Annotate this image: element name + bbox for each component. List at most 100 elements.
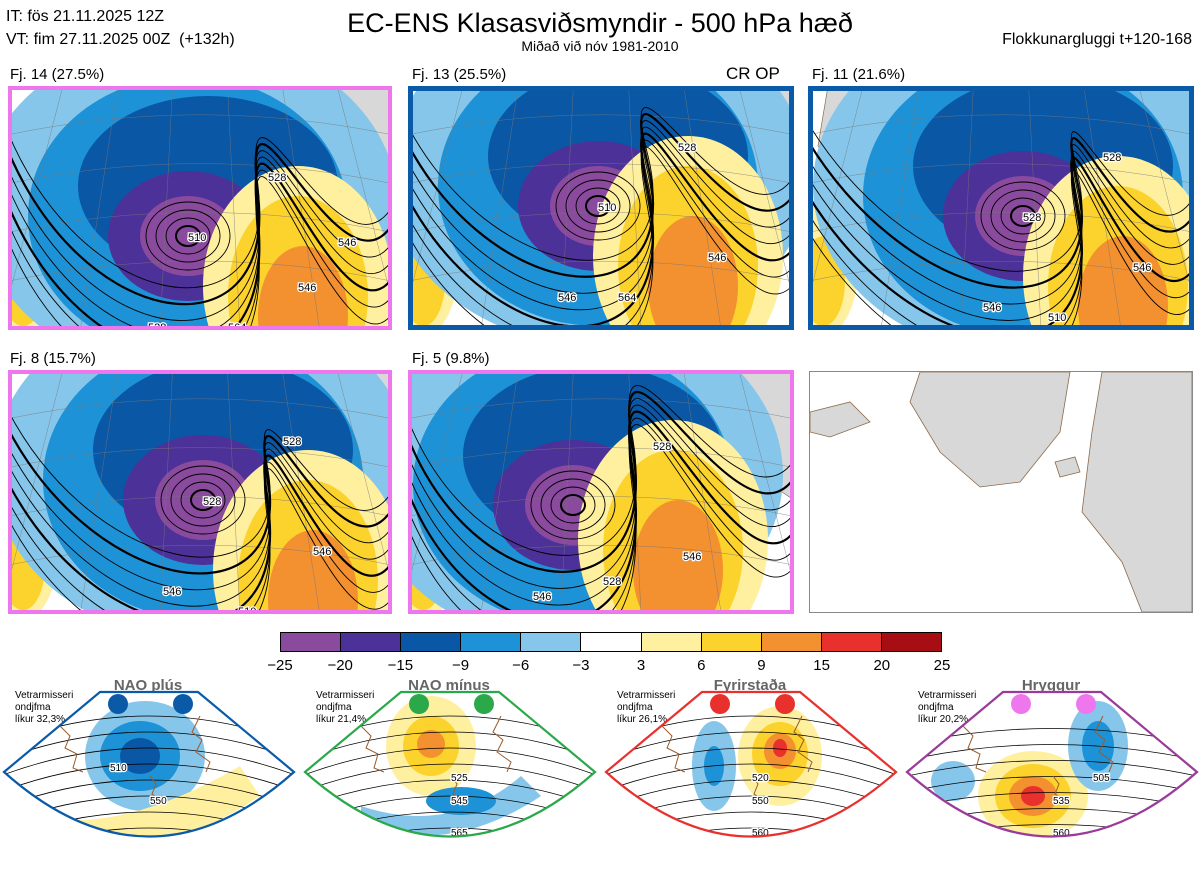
panel-label-13: Fj. 13 (25.5%): [412, 66, 507, 83]
low-contour: [540, 478, 606, 532]
init-time: IT: fös 21.11.2025 12Z: [6, 8, 165, 25]
regime-probability: Vetrarmisseri ondjfma líkur 21,4%: [316, 690, 375, 725]
contour-label: 510: [188, 232, 206, 244]
contour-label: 546: [983, 302, 1001, 314]
colorbar-swatch: [521, 633, 582, 651]
colorbar-swatch: [641, 633, 702, 651]
colorbar-tick-label: −3: [572, 657, 590, 674]
colorbar-tick-label: −9: [451, 657, 470, 674]
low-contour: [190, 489, 216, 511]
low-contour: [990, 189, 1056, 243]
cluster-map-svg: 528546546528564510: [408, 86, 794, 330]
colorbar-swatch: [881, 633, 942, 651]
contour-label: 546: [298, 282, 316, 294]
anomaly-colorbar: [280, 632, 942, 652]
regime-contour-label: 510: [110, 763, 127, 774]
contour-label: 546: [708, 252, 726, 264]
contour-label: 546: [163, 586, 181, 598]
colorbar-swatch: [461, 633, 522, 651]
low-contour: [555, 171, 641, 241]
low-contour: [165, 217, 211, 255]
contour-label: 510: [598, 202, 616, 214]
cluster-map-svg: 528546546564528: [408, 370, 794, 614]
page-subtitle: Miðað við nóv 1981-2010: [521, 38, 679, 54]
regime-probability: Vetrarmisseri ondjfma líkur 20,2%: [918, 690, 977, 725]
regime-center-dot: [409, 694, 429, 714]
regime-contour-label: 520: [752, 773, 769, 784]
low-contour: [550, 486, 596, 524]
regime-name: NAO plús: [113, 677, 183, 694]
colorbar-swatch: [581, 633, 642, 651]
low-contour: [585, 195, 611, 217]
regime-center-dot: [1011, 694, 1031, 714]
regime-name: Hryggur: [1021, 677, 1081, 694]
cluster-map-14[interactable]: 528546528546564510546: [8, 86, 392, 330]
regime-center-dot: [108, 694, 128, 714]
colorbar-swatch: [701, 633, 762, 651]
colorbar-swatch: [401, 633, 462, 651]
regime-center-dot: [474, 694, 494, 714]
cluster-map-5[interactable]: 528546546564528: [408, 370, 794, 614]
contour-label: 510: [1048, 312, 1066, 324]
colorbar-tick-label: 20: [873, 657, 891, 674]
colorbar-tick-label: 15: [813, 657, 830, 674]
regime-map[interactable]: 505 535 560: [903, 686, 1200, 876]
low-contour: [1010, 205, 1036, 227]
colorbar-tick-label: 9: [757, 657, 766, 674]
regime-center-dot: [775, 694, 795, 714]
colorbar-swatch: [341, 633, 402, 651]
regime-name: NAO mínus: [408, 677, 490, 694]
panel-label-11: Fj. 11 (21.6%): [812, 66, 906, 83]
colorbar-swatch: [821, 633, 882, 651]
low-contour: [180, 481, 226, 519]
contour-label: 546: [683, 551, 701, 563]
contour-label: 546: [533, 591, 551, 603]
contour-label: 546: [1133, 262, 1151, 274]
regime-map[interactable]: 525 545 565: [301, 686, 599, 876]
classification-window: Flokkunargluggi t+120-168: [1002, 31, 1192, 48]
regime-contour-label: 525: [451, 773, 468, 784]
regime-map[interactable]: 510 550: [0, 686, 298, 876]
colorbar-swatch: [281, 633, 342, 651]
contour-label: 564: [618, 292, 636, 304]
regime-center-dot: [710, 694, 730, 714]
low-contour: [160, 465, 246, 535]
empty-map: [809, 371, 1193, 613]
colorbar-tick-label: 25: [933, 657, 951, 674]
low-contour: [1000, 197, 1046, 235]
regime-name: Fyrirstaða: [713, 677, 787, 694]
empty-map-svg: [810, 372, 1192, 612]
contour-label: 528: [603, 576, 621, 588]
colorbar-tick-label: 3: [636, 657, 646, 674]
regime-map[interactable]: 520 550 560: [602, 686, 900, 876]
regime-probability: Vetrarmisseri ondjfma líkur 26,1%: [617, 690, 676, 725]
cluster-map-13[interactable]: 528546546528564510: [408, 86, 794, 330]
colorbar-tick-label: 6: [697, 657, 706, 674]
contour-label: 528: [268, 172, 286, 184]
contour-label: 528: [1103, 152, 1121, 164]
contour-label: 528: [203, 496, 221, 508]
contour-label: 546: [338, 237, 356, 249]
contour-label: 528: [283, 436, 301, 448]
regime-contour-label: 545: [451, 796, 468, 807]
regime-probability: Vetrarmisseri ondjfma líkur 32,3%: [15, 690, 74, 725]
page-title: EC-ENS Klasasviðsmyndir - 500 hPa hæð: [347, 8, 853, 38]
low-contour: [175, 225, 201, 247]
colorbar-tick-label: −15: [387, 657, 414, 674]
regime-contour-label: 535: [1053, 796, 1070, 807]
low-contour: [565, 179, 631, 233]
contour-label: 528: [678, 142, 696, 154]
regime-center-dot: [173, 694, 193, 714]
low-contour: [560, 494, 586, 516]
regime-center-dot: [1076, 694, 1096, 714]
contour-label: 528: [1023, 212, 1041, 224]
valid-time: VT: fim 27.11.2025 00Z (+132h): [6, 31, 235, 48]
low-contour: [530, 470, 616, 540]
contour-label: 546: [313, 546, 331, 558]
panel-tag-cr-op: CR OP: [726, 64, 780, 83]
regime-contour-label: 505: [1093, 773, 1110, 784]
